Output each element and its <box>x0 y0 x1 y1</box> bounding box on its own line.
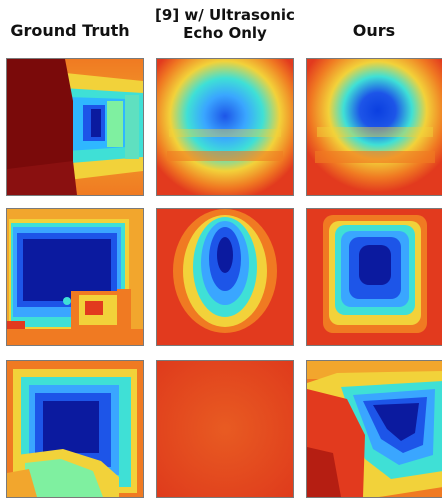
column-header-baseline-line2: Echo Only <box>183 24 267 42</box>
row3-baseline-depth-image <box>156 360 294 498</box>
row3-ours-depth-image <box>306 360 442 498</box>
row2-baseline-depth-image <box>156 208 294 346</box>
row1-ours-depth-image <box>306 58 442 196</box>
row1-baseline-depth-image <box>156 58 294 196</box>
row3-ground-truth-depth-image <box>6 360 144 498</box>
column-header-baseline: [9] w/ Ultrasonic Echo Only <box>150 6 300 42</box>
row2-ground-truth-depth-image <box>6 208 144 346</box>
column-header-ours: Ours <box>352 21 396 40</box>
column-header-ground-truth: Ground Truth <box>10 21 130 40</box>
row1-ground-truth-depth-image <box>6 58 144 196</box>
column-header-baseline-line1: [9] w/ Ultrasonic <box>155 6 295 24</box>
row2-ours-depth-image <box>306 208 442 346</box>
